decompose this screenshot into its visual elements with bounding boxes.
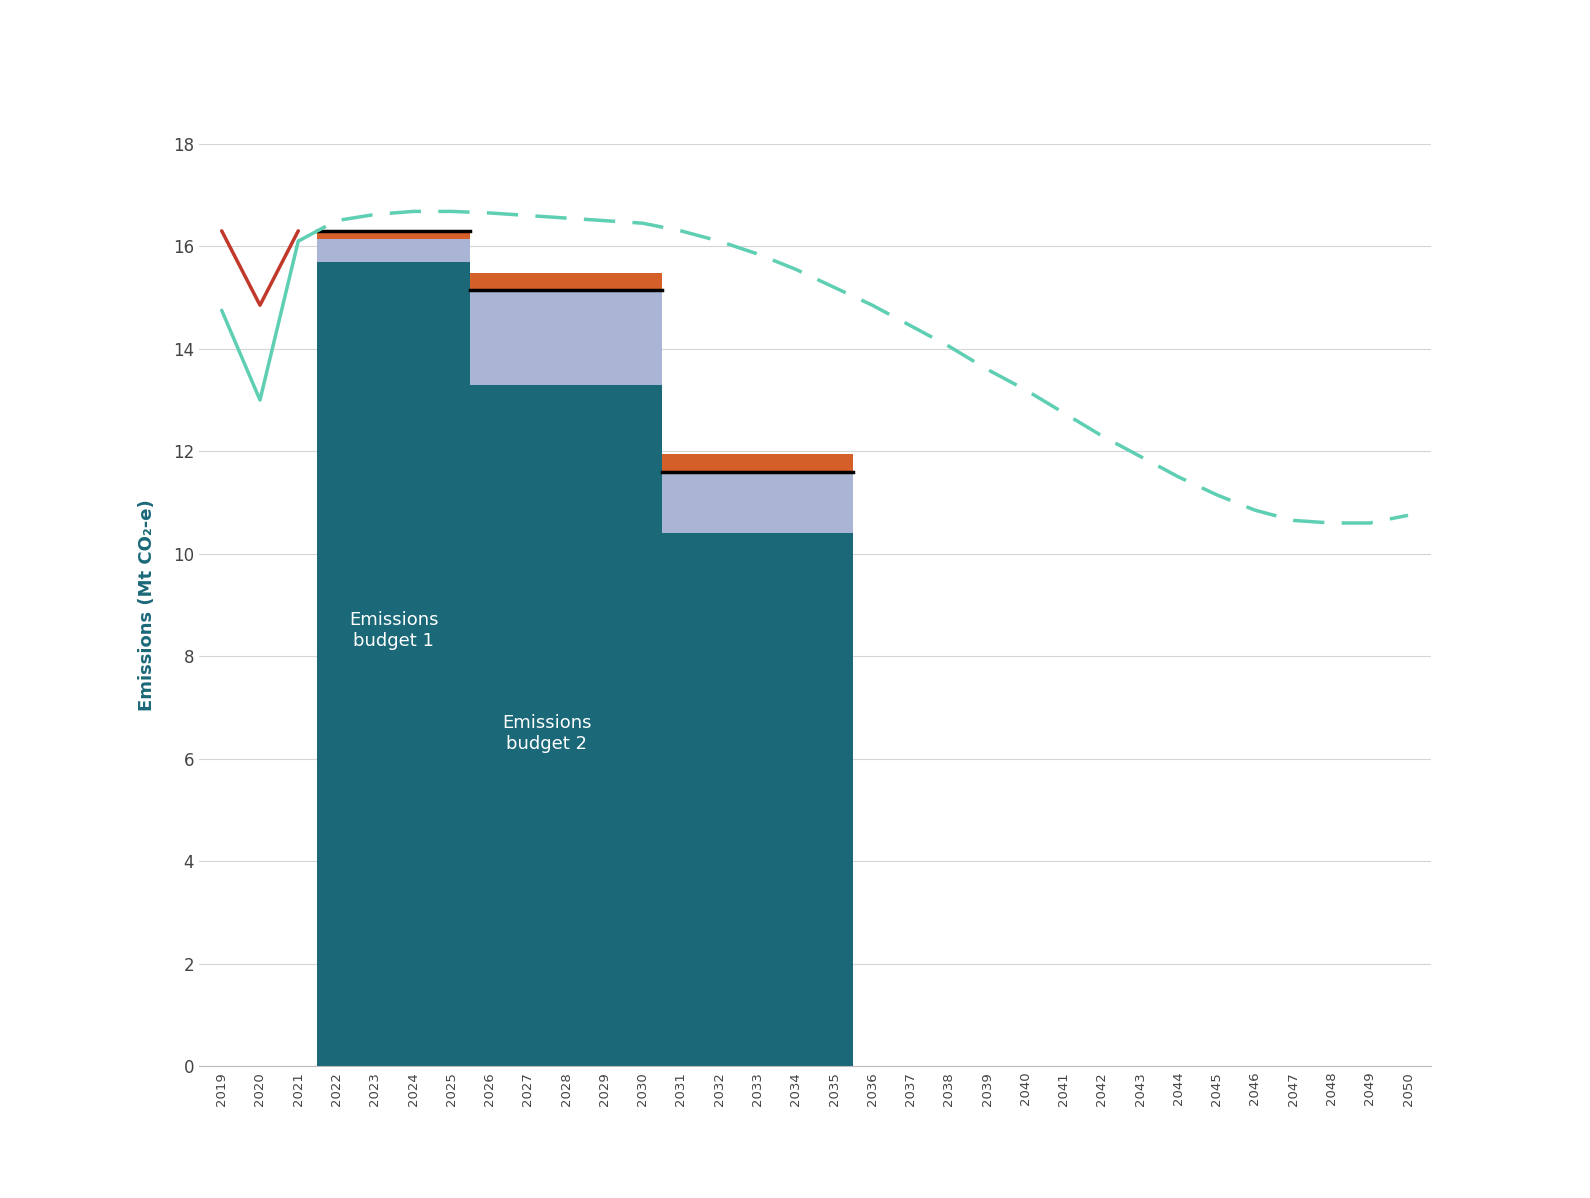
Text: Emissions
budget 1: Emissions budget 1 (350, 611, 439, 651)
Y-axis label: Emissions (Mt CO₂-e): Emissions (Mt CO₂-e) (138, 500, 156, 710)
Text: Emissions
budget 2: Emissions budget 2 (502, 714, 591, 752)
Bar (471, 290, 661, 385)
Bar (661, 454, 854, 472)
Bar (471, 273, 661, 290)
Bar (471, 385, 661, 1066)
Bar (318, 231, 471, 238)
Bar (661, 472, 854, 533)
Bar (318, 238, 471, 261)
Bar (661, 533, 854, 1066)
Bar (318, 261, 471, 1066)
